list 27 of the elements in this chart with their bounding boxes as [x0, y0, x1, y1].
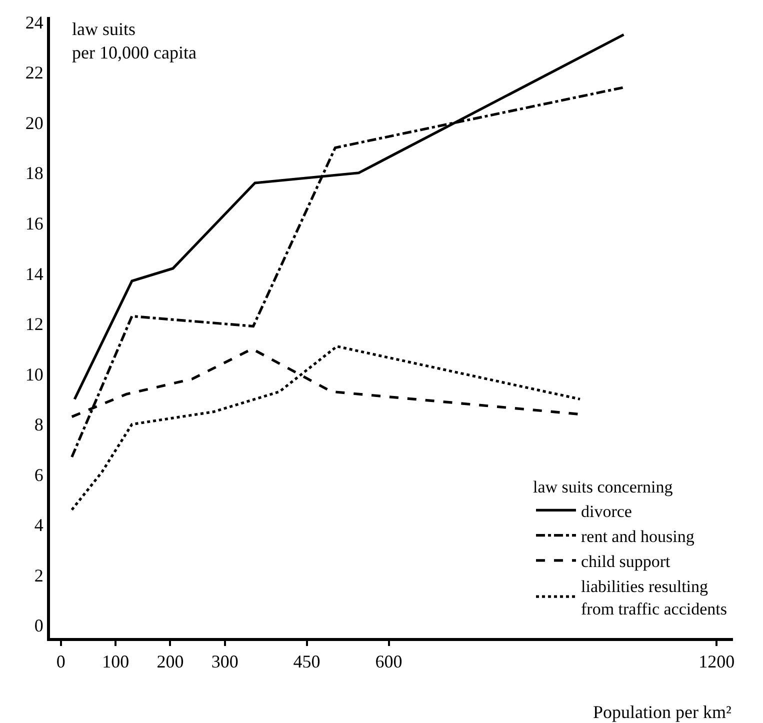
x-tick-label: 200	[156, 652, 184, 672]
x-tick-label: 0	[56, 652, 66, 672]
x-tick-label: 600	[375, 652, 402, 672]
legend-label: child support	[581, 552, 671, 572]
y-tick-label: 10	[25, 364, 44, 384]
y-tick-label: 2	[34, 565, 44, 586]
legend-label: liabilities resulting from traffic accidents	[581, 577, 728, 618]
x-tick-label: 450	[293, 652, 320, 672]
y-tick-label: 18	[25, 163, 44, 184]
y-tick-label: 20	[25, 112, 44, 133]
legend-label: divorce	[581, 502, 632, 521]
y-tick-label: 16	[25, 213, 44, 234]
x-axis-title: Population per km²	[593, 702, 732, 722]
y-axis-title: law suits per 10,000 capita	[72, 19, 196, 62]
y-tick-label: 22	[25, 62, 44, 83]
y-tick-label: 24	[25, 12, 44, 32]
y-tick-label: 4	[34, 515, 44, 536]
legend-label: rent and housing	[581, 526, 695, 546]
y-tick-label: 14	[25, 264, 44, 284]
y-tick-label: 6	[34, 464, 44, 485]
x-tick-label: 300	[211, 652, 238, 672]
x-tick-label: 1200	[698, 652, 735, 672]
x-tick-label: 100	[102, 652, 130, 672]
y-tick-label: 8	[34, 414, 44, 435]
legend-title: law suits concerning	[533, 478, 674, 497]
y-tick-label: 12	[25, 314, 44, 334]
y-tick-label: 0	[34, 616, 44, 636]
